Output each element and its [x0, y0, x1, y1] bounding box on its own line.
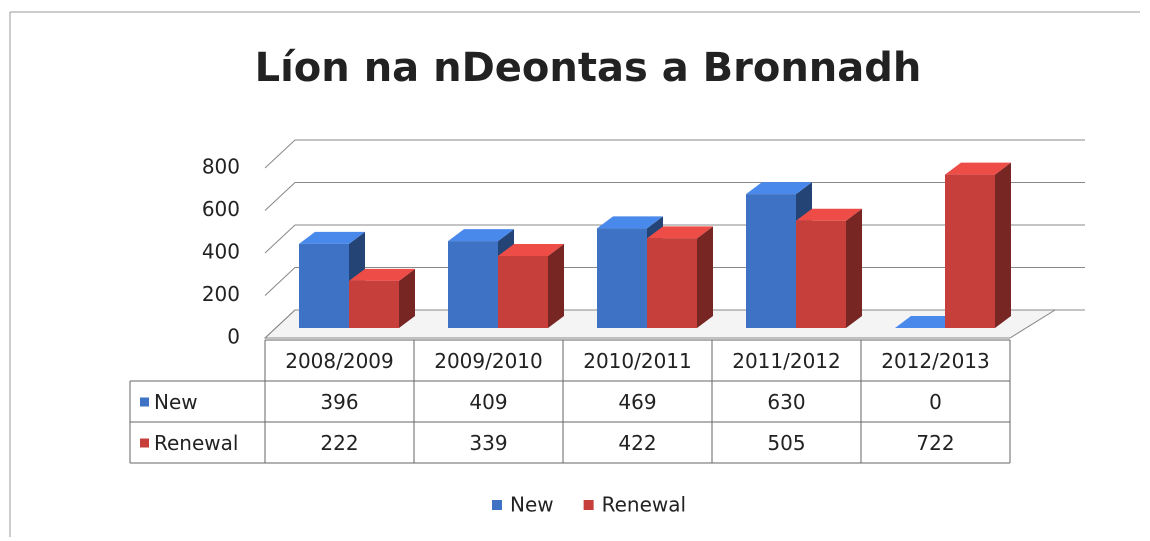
bar-face [995, 162, 1011, 328]
table-cell: 630 [767, 390, 805, 414]
bar-face [448, 241, 498, 328]
legend-label: New [510, 493, 554, 517]
grid-line [264, 182, 1085, 211]
bar-face [796, 208, 862, 221]
table-cell: 339 [469, 431, 507, 455]
bar-face [647, 238, 697, 328]
bar-face [299, 243, 349, 328]
y-tick-label: 600 [202, 197, 240, 221]
bar [796, 208, 862, 328]
chart-title: Líon na nDeontas a Bronnadh [255, 45, 922, 91]
bar-face [746, 182, 812, 195]
table-row-label: Renewal [154, 431, 238, 455]
bar-face [697, 226, 713, 328]
table-cell: 505 [767, 431, 805, 455]
table-header: 2012/2013 [881, 349, 990, 373]
bar-face [498, 255, 548, 328]
table-cell: 469 [618, 390, 656, 414]
table-cell: 396 [320, 390, 358, 414]
table-header: 2011/2012 [732, 349, 841, 373]
bar-face [349, 280, 399, 328]
bar-face [548, 243, 564, 328]
bar [895, 316, 961, 328]
table-key [140, 397, 149, 407]
y-tick-label: 0 [227, 325, 240, 349]
table-cell: 0 [929, 390, 942, 414]
bar-face [597, 216, 663, 229]
table-key [140, 438, 149, 448]
bar-face [349, 268, 415, 281]
bar [498, 243, 564, 328]
legend-swatch [583, 500, 594, 510]
table-cell: 422 [618, 431, 656, 455]
table-cell: 722 [916, 431, 954, 455]
bar-face [895, 316, 961, 328]
grid-line [264, 139, 1085, 169]
bar [945, 162, 1011, 328]
bar-face [796, 220, 846, 328]
legend-label: Renewal [602, 493, 686, 517]
table-header: 2010/2011 [583, 349, 692, 373]
bar-face [945, 162, 1011, 175]
y-tick-label: 800 [202, 155, 240, 179]
bar-face [597, 228, 647, 328]
bar-face [399, 268, 415, 328]
bar-face [647, 226, 713, 239]
table-header: 2009/2010 [434, 349, 543, 373]
table-cell: 222 [320, 431, 358, 455]
bar-face [746, 194, 796, 328]
table-header: 2008/2009 [285, 349, 394, 373]
bar-face [846, 208, 862, 328]
bar-face [299, 231, 365, 244]
legend-swatch [492, 500, 502, 510]
y-tick-label: 200 [202, 282, 240, 306]
y-tick-label: 400 [202, 240, 240, 264]
bar [349, 268, 415, 328]
bar-face [448, 229, 514, 242]
table-cell: 409 [469, 390, 507, 414]
bar-face [945, 174, 995, 328]
bar [647, 226, 713, 328]
table-row-label: New [154, 390, 198, 414]
bar-face [498, 243, 564, 256]
